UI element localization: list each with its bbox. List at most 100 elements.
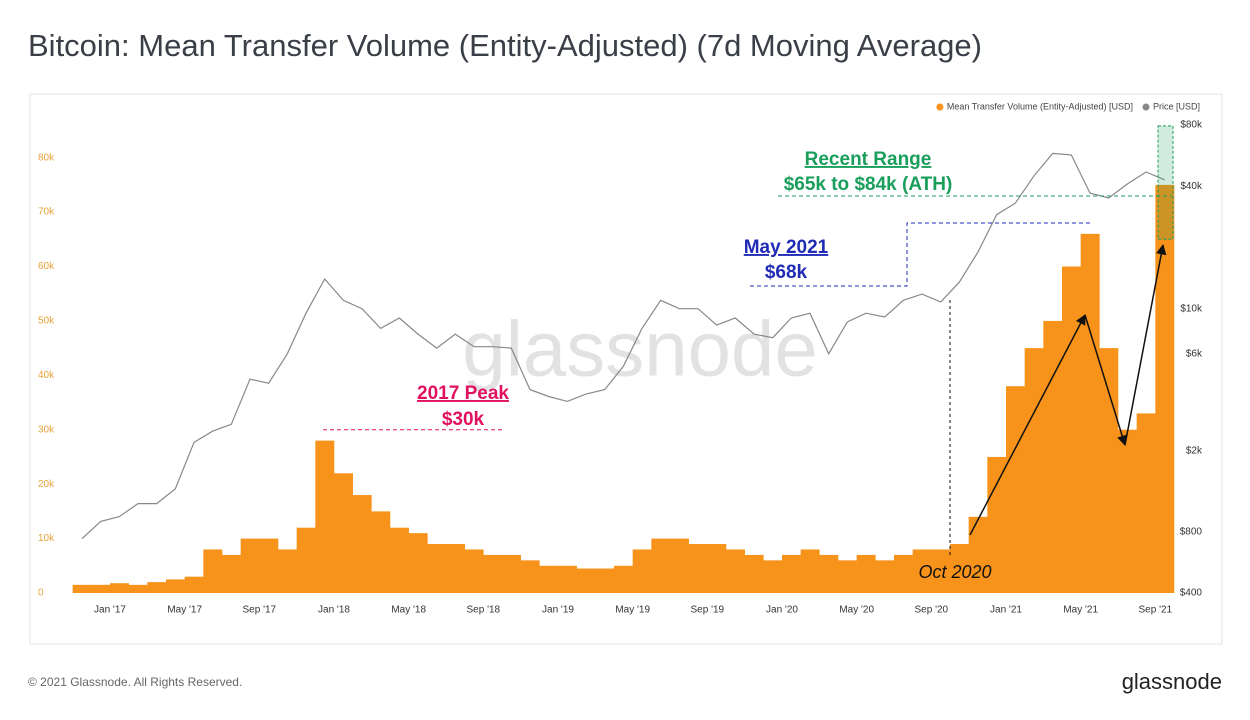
y-tick-label: 50k [38,316,55,327]
peak-line [750,222,1090,287]
volume-bar [110,583,129,593]
volume-bar [203,549,223,593]
y2-tick-label: $6k [1186,348,1203,359]
volume-bar [334,473,353,593]
legend-label: Price [USD] [1153,101,1200,111]
volume-bar [184,576,204,593]
volume-bar [707,544,727,593]
volume-bar [632,549,652,593]
legend-label: Mean Transfer Volume (Entity-Adjusted) [… [947,101,1133,111]
volume-bar [464,549,484,593]
volume-bar [614,565,633,593]
y2-tick-label: $800 [1180,526,1203,537]
x-tick-label: Jan '19 [542,605,574,616]
volume-bar [1080,233,1100,593]
annotation-label: $65k to $84k (ATH) [784,174,953,195]
annotation-label: 2017 Peak [417,383,509,404]
volume-bar [968,516,988,593]
y2-tick-label: $40k [1180,181,1203,192]
volume-bar [912,549,932,593]
volume-bar [987,456,1007,593]
x-tick-label: May '21 [1063,605,1098,616]
volume-bar [72,584,92,593]
volume-bar [782,554,801,593]
volume-bar [651,538,671,593]
annotation-label: $30k [442,409,485,430]
volume-bar [595,568,615,593]
y-tick-label: 70k [38,207,55,218]
range-band [1157,125,1174,240]
volume-bar [1155,184,1175,593]
y2-tick-label: $400 [1180,588,1203,599]
volume-bar [950,544,969,593]
chart-title: Bitcoin: Mean Transfer Volume (Entity-Ad… [28,28,982,63]
x-tick-label: Sep '21 [1139,605,1173,616]
x-tick-label: Sep '19 [691,605,725,616]
volume-bar [576,568,596,593]
volume-bar [670,538,689,593]
volume-bar [240,538,260,593]
y-tick-label: 60k [38,261,55,272]
volume-bar [688,544,708,593]
volume-bar [931,549,951,593]
volume-bar [856,554,876,593]
volume-bar [166,579,185,593]
annotation-label: May 2021 [744,237,829,258]
volume-bar [838,560,857,593]
footer: © 2021 Glassnode. All Rights Reserved. [28,675,242,689]
volume-bar [1118,429,1137,593]
volume-bar [1006,386,1025,593]
x-tick-label: May '18 [391,605,426,616]
volume-bar [408,533,428,593]
volume-bar [352,495,372,593]
volume-bar [1062,266,1081,593]
volume-bar [278,549,297,593]
price-line [81,152,1165,540]
volume-bar [558,565,577,593]
volume-bar [1043,320,1063,593]
volume-bar [446,544,465,593]
y-tick-label: 20k [38,479,55,490]
y-tick-label: 30k [38,424,55,435]
x-tick-label: May '19 [615,605,650,616]
volume-bar [726,549,745,593]
y2-tick-label: $80k [1180,120,1203,131]
legend-swatch [936,103,944,111]
volume-bar [483,554,503,593]
trend-arrow [1124,243,1167,446]
volume-bar [296,527,316,593]
volume-bar [390,527,409,593]
x-tick-label: Jan '21 [990,605,1022,616]
x-tick-label: Jan '20 [766,605,798,616]
x-tick-label: May '20 [839,605,874,616]
x-tick-label: Jan '17 [94,605,126,616]
volume-bar [502,554,521,593]
trend-arrow [969,314,1086,536]
y-tick-label: 40k [38,370,55,381]
x-tick-label: Jan '18 [318,605,350,616]
y2-tick-label: $10k [1180,303,1203,314]
x-tick-label: May '17 [167,605,202,616]
x-tick-label: Sep '18 [467,605,501,616]
annotation-label: $68k [765,262,808,283]
chart-card [29,93,1223,645]
y-tick-label: 10k [38,533,55,544]
volume-bar [315,440,335,593]
volume-bar [894,554,913,593]
volume-bar [427,544,447,593]
y-tick-label: 0 [38,588,44,599]
trend-arrow [1084,314,1128,447]
volume-bar [147,582,167,593]
watermark: glassnode [462,305,818,393]
volume-bar [1024,348,1044,593]
volume-bar [128,584,148,593]
volume-bar [222,554,241,593]
volume-bar [259,538,279,593]
volume-bar [1136,413,1156,593]
volume-bar [1099,348,1119,593]
volume-bar [819,554,839,593]
y2-tick-label: $2k [1186,445,1203,456]
legend-swatch [1142,103,1150,111]
plot-area: 0 10k 20k 30k 40k 50k 60k 70k 80k $400 $800 $2k $6k $… [38,101,1203,615]
